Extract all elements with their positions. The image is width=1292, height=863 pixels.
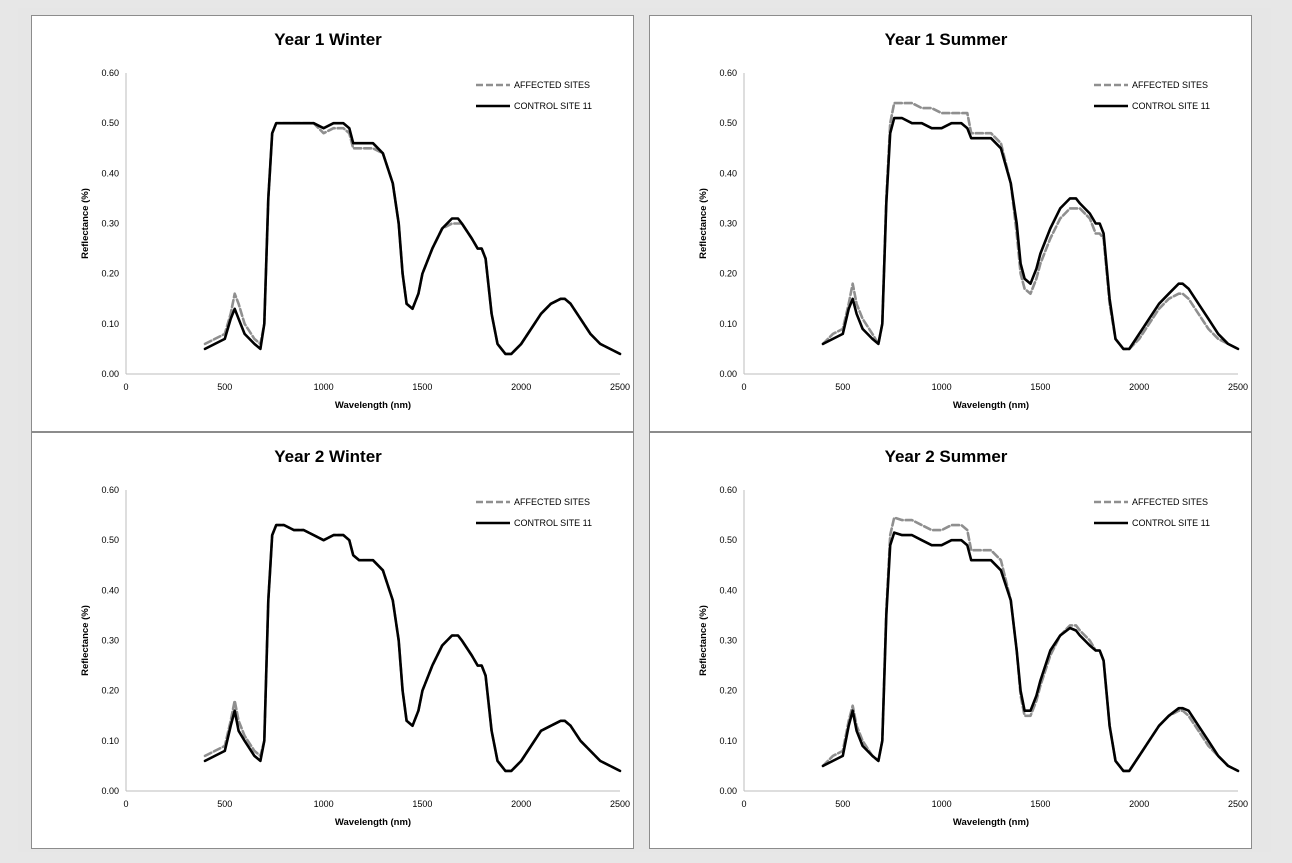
- chart-year2-winter: Year 2 Winter 0.00 0.10 0.20 0.30 0.40 0.50 0.6…: [80, 447, 630, 828]
- y-axis-label: Reflectance (%): [80, 605, 91, 676]
- y-tick-label: 0.40: [719, 585, 737, 595]
- y-axis-label: Reflectance (%): [698, 188, 709, 259]
- y-tick-label: 0.10: [719, 319, 737, 329]
- y-tick-label: 0.00: [719, 786, 737, 796]
- x-tick-label: 2000: [1129, 799, 1149, 809]
- x-tick-label: 0: [741, 799, 746, 809]
- y-tick-label: 0.60: [101, 485, 119, 495]
- legend-label: AFFECTED SITES: [1132, 497, 1208, 507]
- legend-label: CONTROL SITE 11: [514, 518, 592, 528]
- legend-label: CONTROL SITE 11: [1132, 101, 1210, 111]
- chart-panel-year1-winter: Year 1 Winter 0.00 0.10 0.20 0.30 0.40 0.50 0.6…: [31, 15, 634, 432]
- y-tick-label: 0.40: [101, 168, 119, 178]
- y-tick-label: 0.10: [719, 736, 737, 746]
- legend-label: AFFECTED SITES: [1132, 80, 1208, 90]
- y-tick-label: 0.50: [719, 118, 737, 128]
- x-axis-label: Wavelength (nm): [953, 400, 1029, 411]
- x-tick-label: 1500: [412, 799, 432, 809]
- y-tick-label: 0.20: [101, 686, 119, 696]
- y-tick-label: 0.00: [719, 369, 737, 379]
- legend-label: AFFECTED SITES: [514, 80, 590, 90]
- legend-label: CONTROL SITE 11: [514, 101, 592, 111]
- figure: Year 1 Winter 0.00 0.10 0.20 0.30 0.40 0.50 0.6…: [18, 8, 1271, 852]
- y-tick-label: 0.30: [101, 219, 119, 229]
- y-tick-label: 0.30: [719, 219, 737, 229]
- chart-title: Year 1 Winter: [274, 30, 382, 49]
- chart-year2-summer: Year 2 Summer 0.00 0.10 0.20 0.30 0.40 0.50 0.6…: [698, 447, 1248, 828]
- x-tick-label: 1500: [1030, 382, 1050, 392]
- x-tick-label: 0: [123, 799, 128, 809]
- y-tick-label: 0.30: [719, 636, 737, 646]
- y-tick-label: 0.50: [101, 535, 119, 545]
- x-tick-label: 1000: [932, 799, 952, 809]
- x-tick-label: 1500: [412, 382, 432, 392]
- y-tick-label: 0.00: [101, 369, 119, 379]
- y-tick-label: 0.10: [101, 319, 119, 329]
- series-line-control-site-11: [203, 523, 622, 773]
- y-tick-label: 0.20: [719, 686, 737, 696]
- x-tick-label: 500: [217, 799, 232, 809]
- y-tick-label: 0.60: [719, 485, 737, 495]
- y-tick-label: 0.40: [101, 585, 119, 595]
- x-tick-label: 2500: [1228, 799, 1248, 809]
- chart-panel-year2-summer: Year 2 Summer 0.00 0.10 0.20 0.30 0.40 0.50 0.6…: [649, 432, 1252, 849]
- series-line-control-site-11: [821, 116, 1240, 351]
- x-axis-label: Wavelength (nm): [335, 400, 411, 411]
- x-tick-label: 500: [217, 382, 232, 392]
- x-tick-label: 1500: [1030, 799, 1050, 809]
- x-axis-label: Wavelength (nm): [953, 817, 1029, 828]
- x-tick-label: 2000: [511, 799, 531, 809]
- x-tick-label: 1000: [314, 799, 334, 809]
- x-axis-label: Wavelength (nm): [335, 817, 411, 828]
- chart-panel-year2-winter: Year 2 Winter 0.00 0.10 0.20 0.30 0.40 0.50 0.6…: [31, 432, 634, 849]
- y-tick-label: 0.40: [719, 168, 737, 178]
- legend-label: AFFECTED SITES: [514, 497, 590, 507]
- y-tick-label: 0.50: [101, 118, 119, 128]
- x-tick-label: 2000: [1129, 382, 1149, 392]
- chart-year1-summer: Year 1 Summer 0.00 0.10 0.20 0.30 0.40 0.50 0.6…: [698, 30, 1248, 411]
- x-tick-label: 2500: [610, 382, 630, 392]
- x-tick-label: 0: [741, 382, 746, 392]
- legend-label: CONTROL SITE 11: [1132, 518, 1210, 528]
- y-tick-label: 0.60: [101, 68, 119, 78]
- chart-title: Year 2 Summer: [885, 447, 1008, 466]
- x-tick-label: 2000: [511, 382, 531, 392]
- y-tick-label: 0.20: [719, 269, 737, 279]
- y-tick-label: 0.30: [101, 636, 119, 646]
- x-tick-label: 0: [123, 382, 128, 392]
- chart-year1-winter: Year 1 Winter 0.00 0.10 0.20 0.30 0.40 0.50 0.6…: [80, 30, 630, 411]
- y-tick-label: 0.60: [719, 68, 737, 78]
- y-tick-label: 0.10: [101, 736, 119, 746]
- x-tick-label: 500: [835, 382, 850, 392]
- x-tick-label: 2500: [610, 799, 630, 809]
- chart-title: Year 2 Winter: [274, 447, 382, 466]
- x-tick-label: 1000: [932, 382, 952, 392]
- series-line-control-site-11: [821, 531, 1240, 773]
- y-axis-label: Reflectance (%): [698, 605, 709, 676]
- series-line-control-site-11: [203, 121, 622, 356]
- x-tick-label: 2500: [1228, 382, 1248, 392]
- y-tick-label: 0.50: [719, 535, 737, 545]
- x-tick-label: 500: [835, 799, 850, 809]
- x-tick-label: 1000: [314, 382, 334, 392]
- chart-panel-year1-summer: Year 1 Summer 0.00 0.10 0.20 0.30 0.40 0.50 0.6…: [649, 15, 1252, 432]
- chart-title: Year 1 Summer: [885, 30, 1008, 49]
- y-tick-label: 0.20: [101, 269, 119, 279]
- y-tick-label: 0.00: [101, 786, 119, 796]
- y-axis-label: Reflectance (%): [80, 188, 91, 259]
